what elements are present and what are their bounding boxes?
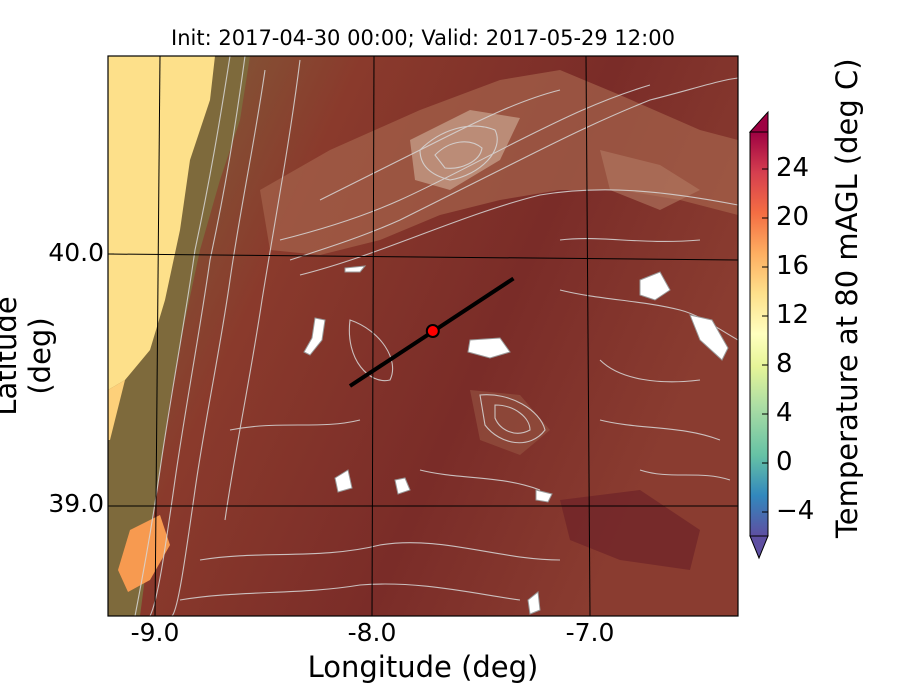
ocean-area	[108, 56, 215, 390]
ocean-area-lower	[108, 380, 125, 440]
colorbar-tick-label: 20	[776, 202, 810, 232]
y-tick-label: 39.0	[48, 489, 104, 518]
x-tick-label: -7.0	[565, 618, 615, 647]
y-tick-label: 40.0	[48, 238, 104, 267]
mountain-peak	[410, 110, 520, 190]
contour-lines	[134, 56, 738, 616]
colorbar-tick-label: −4	[776, 496, 815, 526]
graticule	[108, 56, 738, 616]
colorbar-tick-label: 0	[776, 447, 793, 477]
colorbar-tick-label: 8	[776, 349, 793, 379]
colorbar-extend-top	[748, 110, 769, 133]
x-axis-label: Longitude (deg)	[307, 650, 539, 684]
colorbar	[748, 110, 769, 560]
colorbar-tick-label: 12	[776, 300, 810, 330]
hill-south	[470, 390, 550, 455]
plot-frame	[107, 55, 739, 617]
x-tick-label: -9.0	[130, 618, 180, 647]
x-tick-label: -8.0	[347, 618, 397, 647]
warm-lowland	[560, 490, 700, 570]
colorbar-label: Temperature at 80 mAGL (deg C)	[830, 58, 864, 538]
map-area	[108, 56, 738, 616]
reservoirs	[303, 265, 729, 615]
plot-title: Init: 2017-04-30 00:00; Valid: 2017-05-2…	[171, 26, 675, 50]
colorbar-tick-label: 24	[776, 153, 810, 183]
colorbar-tick-label: 4	[776, 398, 793, 428]
y-axis-label: Latitude (deg)	[0, 296, 57, 416]
warm-patch	[118, 515, 170, 592]
colorbar-tick-label: 16	[776, 251, 810, 281]
colorbar-gradient	[749, 131, 769, 537]
axis-ticks	[108, 253, 591, 616]
location-marker	[425, 324, 440, 338]
colorbar-extend-bottom	[749, 535, 769, 560]
